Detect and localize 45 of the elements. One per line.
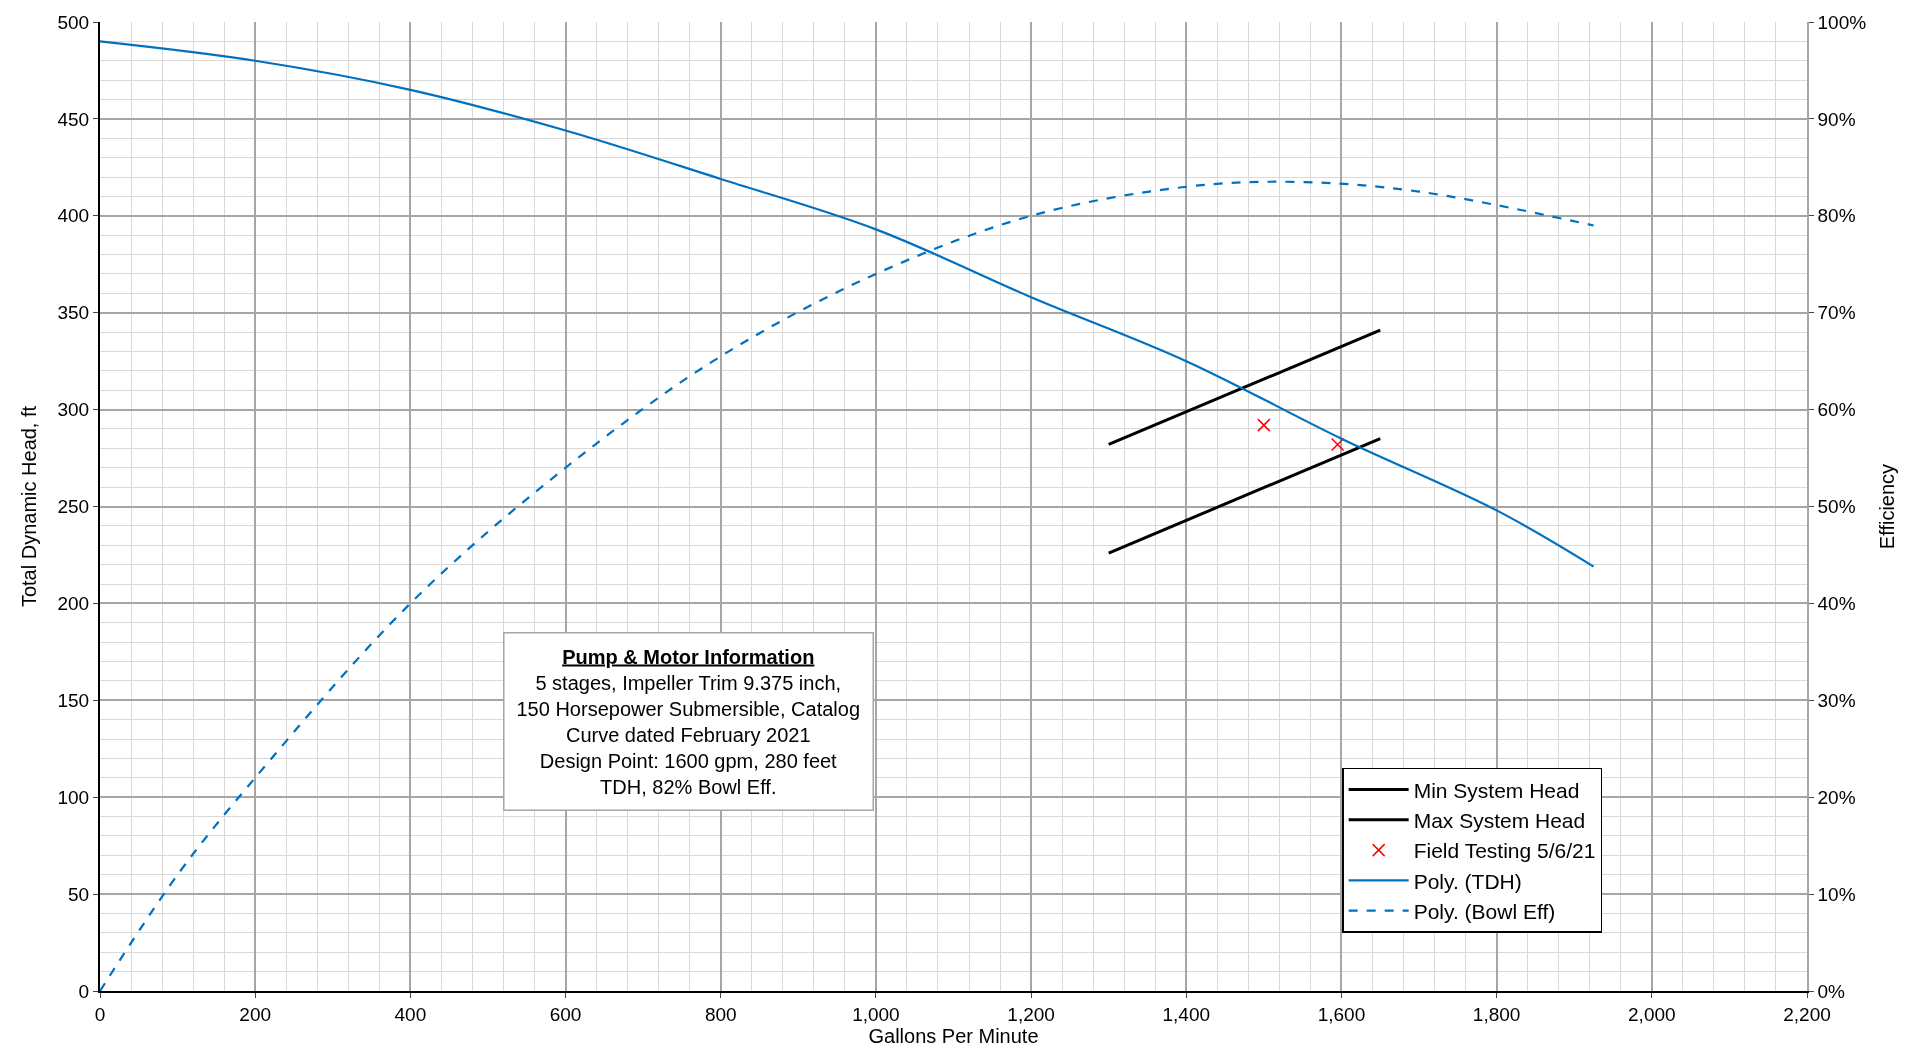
- y2-axis-title: Efficiency: [1876, 463, 1899, 550]
- annotation: Pump & Motor Information: [562, 645, 815, 668]
- y-tick-label: 100: [57, 786, 90, 808]
- y2-tick-label: 90%: [1817, 108, 1856, 130]
- y2-tick-label: 70%: [1817, 302, 1856, 324]
- legend-label: Max System Head: [1413, 809, 1586, 832]
- y-tick-label: 150: [57, 689, 90, 711]
- x-tick-label: 600: [549, 1003, 582, 1025]
- y-axis-title: Total Dynamic Head, ft: [18, 405, 41, 608]
- y2-tick-label: 40%: [1817, 593, 1856, 615]
- x-tick-label: 1,800: [1472, 1003, 1521, 1025]
- y2-tick-label: 0%: [1817, 980, 1846, 1002]
- legend-label: Poly. (TDH): [1413, 869, 1522, 893]
- y2-tick-label: 30%: [1817, 689, 1856, 711]
- y2-tick-label: 60%: [1817, 399, 1856, 421]
- x-axis-title: Gallons Per Minute: [868, 1024, 1039, 1047]
- y-tick-label: 450: [57, 108, 90, 130]
- x-tick-label: 2,200: [1783, 1003, 1831, 1025]
- y-tick-label: 500: [57, 11, 90, 33]
- y-tick-label: 250: [57, 496, 90, 518]
- y2-tick-label: 20%: [1817, 786, 1856, 808]
- x-tick-label: 400: [394, 1003, 427, 1025]
- y2-tick-label: 100%: [1817, 11, 1867, 33]
- y2-tick-label: 50%: [1817, 496, 1856, 518]
- x-tick-label: 200: [239, 1003, 272, 1025]
- x-tick-label: 0: [94, 1003, 106, 1025]
- x-tick-label: 800: [704, 1003, 737, 1025]
- y-tick-label: 50: [68, 883, 90, 905]
- y2-tick-label: 80%: [1817, 205, 1856, 227]
- y-tick-label: 300: [57, 399, 90, 421]
- y2-tick-label: 10%: [1817, 883, 1856, 905]
- legend-label: Poly. (Bowl Eff): [1413, 899, 1556, 923]
- x-tick-label: 1,200: [1007, 1003, 1055, 1025]
- y-tick-label: 200: [57, 593, 90, 615]
- annotation: Design Point: 1600 gpm, 280 feet TDH, 82% Bowl Eff.: [539, 749, 838, 798]
- legend-label: Min System Head: [1413, 778, 1580, 802]
- x-tick-label: 1,600: [1317, 1003, 1366, 1025]
- y-tick-label: 400: [57, 205, 90, 227]
- legend-label: Field Testing 5/6/21: [1413, 839, 1596, 863]
- x-tick-label: 1,400: [1162, 1003, 1211, 1025]
- x-tick-label: 2,000: [1628, 1003, 1676, 1025]
- y-tick-label: 0: [78, 980, 90, 1002]
- annotation: 5 stages, Impeller Trim 9.375 inch, 150 Horsepower Submersible, Catalog Curve dated February 2021: [516, 671, 861, 746]
- y-tick-label: 350: [57, 302, 90, 324]
- x-tick-label: 1,000: [852, 1003, 900, 1025]
